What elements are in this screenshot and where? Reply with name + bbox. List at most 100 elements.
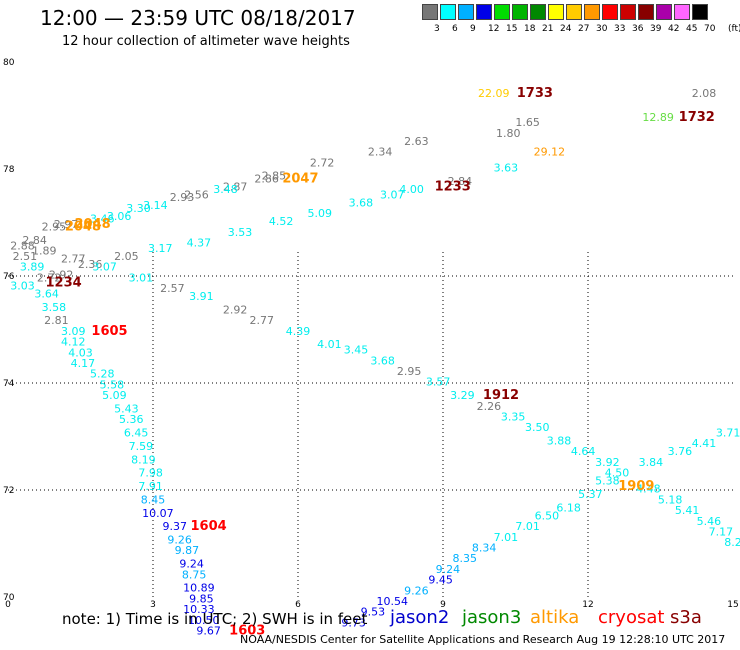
- swh-point-label: 4.17: [71, 357, 96, 370]
- swh-point-label: 9.37: [163, 520, 188, 533]
- legend-swatch: [692, 4, 708, 20]
- x-tick-label: 3: [150, 600, 156, 610]
- pass-time-label: 1732: [679, 110, 715, 125]
- swh-point-label: 29.12: [534, 146, 566, 159]
- swh-point-label: 2.77: [61, 253, 86, 266]
- mission-label-jason2: jason2: [390, 607, 450, 628]
- y-tick-label: 74: [3, 379, 15, 389]
- swh-point-label: 10.54: [377, 595, 409, 608]
- swh-point-label: 2.84: [22, 234, 47, 247]
- swh-point-label: 3.88: [547, 435, 572, 448]
- swh-point-label: 12.89: [642, 111, 674, 124]
- swh-point-label: 3.89: [20, 261, 45, 274]
- swh-point-label: 8.35: [453, 552, 478, 565]
- swh-point-label: 2.36: [78, 258, 103, 271]
- legend-swatch: [566, 4, 582, 20]
- y-tick-label: 70: [3, 593, 15, 603]
- swh-point-label: 3.30: [126, 202, 151, 215]
- swh-point-label: 1.65: [515, 116, 540, 129]
- swh-point-label: 2.88: [10, 239, 35, 252]
- chart-title: 12:00 — 23:59 UTC 08/18/2017: [40, 6, 356, 30]
- mission-label-cryosat: cryosat: [598, 607, 665, 628]
- swh-point-label: 2.26: [477, 400, 502, 413]
- swh-point-label: 10.07: [142, 507, 174, 520]
- grid-layer: [8, 252, 733, 597]
- swh-point-label: 4.50: [605, 467, 630, 480]
- swh-point-label: 3.68: [370, 354, 395, 367]
- swh-point-label: 5.36: [119, 413, 144, 426]
- legend-bin-label: 33: [614, 24, 626, 34]
- legend-bin-label: 6: [452, 24, 458, 34]
- pass-time-label: 1912: [483, 388, 519, 403]
- swh-point-label: 2.97: [54, 218, 79, 231]
- legend-swatch: [638, 4, 654, 20]
- pass-time-label: 1733: [517, 86, 553, 101]
- swh-point-label: 10.89: [183, 582, 215, 595]
- swh-point-label: 3.35: [501, 410, 526, 423]
- legend-bin-label: 27: [578, 24, 590, 34]
- swh-point-label: 3.91: [189, 290, 214, 303]
- legend-bin-label: 70: [704, 24, 716, 34]
- legend-bin-label: 3: [434, 24, 440, 34]
- swh-point-label: 2.63: [404, 135, 429, 148]
- swh-point-label: 5.41: [675, 504, 700, 517]
- swh-point-label: 3.07: [380, 188, 405, 201]
- swh-point-label: 7.59: [129, 440, 154, 453]
- swh-point-label: 3.09: [61, 325, 86, 338]
- swh-point-label: 3.84: [639, 456, 664, 469]
- swh-point-label: 1.80: [496, 127, 521, 140]
- swh-point-label: 3.14: [143, 199, 168, 212]
- swh-point-label: 10.33: [183, 603, 215, 616]
- swh-point-label: 5.18: [658, 493, 683, 506]
- swh-point-label: 8.75: [182, 568, 207, 581]
- y-tick-label: 72: [3, 486, 14, 496]
- swh-point-label: 5.09: [102, 389, 127, 402]
- legend-bin-label: 30: [596, 24, 608, 34]
- swh-point-label: 5.58: [100, 378, 125, 391]
- legend-bin-label: 18: [524, 24, 536, 34]
- y-tick-label: 80: [3, 58, 15, 68]
- swh-point-label: 8.2: [724, 536, 740, 549]
- swh-point-label: 3.07: [92, 261, 117, 274]
- swh-point-label: 2.86: [254, 172, 279, 185]
- swh-point-label: 3.45: [344, 344, 369, 357]
- pass-time-label: 2047: [282, 171, 318, 186]
- legend-bin-label: 36: [632, 24, 644, 34]
- y-tick-label: 78: [3, 165, 15, 175]
- swh-point-label: 7.17: [709, 525, 734, 538]
- pass-time-label: 2048: [65, 220, 101, 235]
- legend-bin-label: 9: [470, 24, 476, 34]
- swh-point-label: 2.87: [223, 180, 248, 193]
- swh-point-label: 9.24: [179, 558, 204, 571]
- swh-point-label: 6.18: [556, 501, 581, 514]
- x-tick-label: 9: [440, 600, 446, 610]
- legend-bin-label: 21: [542, 24, 554, 34]
- pass-time-label: 1909: [618, 479, 654, 494]
- swh-point-label: 5.28: [90, 368, 115, 381]
- footer-note: note: 1) Time is in UTC; 2) SWH is in fe…: [62, 610, 368, 628]
- swh-point-label: 2.56: [184, 188, 209, 201]
- legend-swatch: [440, 4, 456, 20]
- swh-point-label: 3.64: [34, 287, 59, 300]
- swh-point-label: 9.26: [404, 584, 429, 597]
- swh-point-label: 22.09: [478, 87, 510, 100]
- swh-point-label: 3.48: [213, 183, 238, 196]
- pass-time-label: 1234: [45, 276, 81, 291]
- swh-point-label: 2.85: [262, 170, 287, 183]
- swh-point-label: 3.03: [10, 279, 35, 292]
- legend-bin-label: 24: [560, 24, 572, 34]
- swh-point-label: 3.29: [450, 389, 475, 402]
- legend-bin-label: 12: [488, 24, 500, 34]
- swh-point-label: 5.37: [578, 488, 603, 501]
- swh-point-label: 9.87: [175, 544, 200, 557]
- swh-point-label: 2.81: [44, 314, 69, 327]
- swh-point-label: 6.45: [124, 427, 149, 440]
- swh-point-label: 4.01: [317, 338, 342, 351]
- swh-point-label: 10.50: [188, 614, 220, 627]
- swh-point-label: 3.92: [595, 456, 620, 469]
- swh-point-label: 4.41: [692, 437, 717, 450]
